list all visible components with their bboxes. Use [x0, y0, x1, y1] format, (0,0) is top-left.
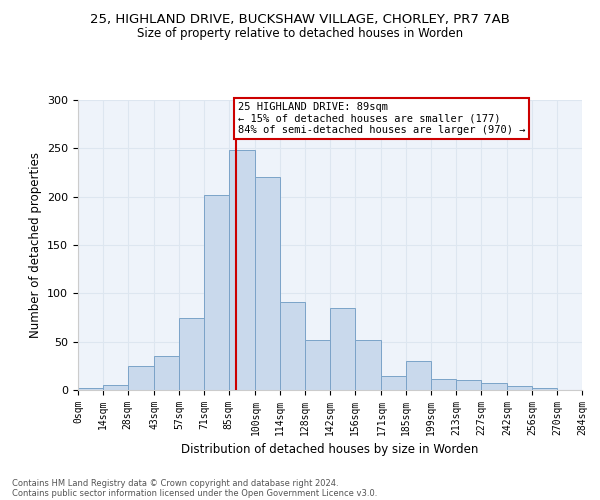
Bar — [431, 380, 456, 390]
Bar — [481, 383, 508, 390]
X-axis label: Distribution of detached houses by size in Worden: Distribution of detached houses by size … — [181, 444, 479, 456]
Bar — [355, 340, 382, 390]
Text: Contains HM Land Registry data © Crown copyright and database right 2024.: Contains HM Land Registry data © Crown c… — [12, 478, 338, 488]
Text: Size of property relative to detached houses in Worden: Size of property relative to detached ho… — [137, 28, 463, 40]
Text: Contains public sector information licensed under the Open Government Licence v3: Contains public sector information licen… — [12, 488, 377, 498]
Bar — [305, 340, 330, 390]
Y-axis label: Number of detached properties: Number of detached properties — [29, 152, 41, 338]
Bar — [456, 380, 481, 390]
Bar — [330, 308, 355, 390]
Bar — [256, 178, 280, 390]
Bar — [179, 318, 204, 390]
Text: 25, HIGHLAND DRIVE, BUCKSHAW VILLAGE, CHORLEY, PR7 7AB: 25, HIGHLAND DRIVE, BUCKSHAW VILLAGE, CH… — [90, 12, 510, 26]
Text: 25 HIGHLAND DRIVE: 89sqm
← 15% of detached houses are smaller (177)
84% of semi-: 25 HIGHLAND DRIVE: 89sqm ← 15% of detach… — [238, 102, 525, 135]
Bar — [508, 386, 532, 390]
Bar — [532, 388, 557, 390]
Bar — [78, 388, 103, 390]
Bar — [154, 356, 179, 390]
Bar — [229, 150, 256, 390]
Bar — [103, 385, 128, 390]
Bar — [280, 302, 305, 390]
Bar — [382, 376, 406, 390]
Bar — [204, 194, 229, 390]
Bar — [128, 366, 154, 390]
Bar — [406, 361, 431, 390]
